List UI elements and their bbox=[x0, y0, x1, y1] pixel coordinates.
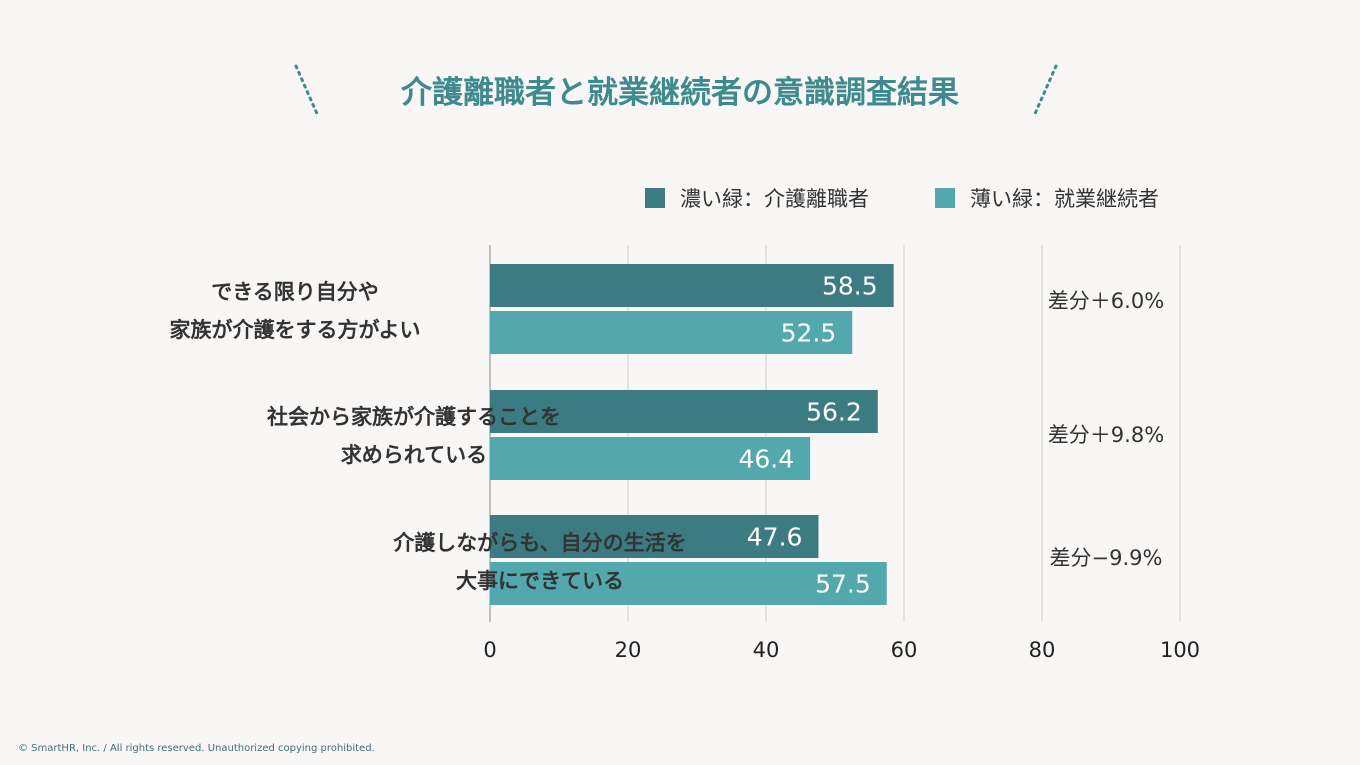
legend-label-1: 薄い緑：就業継続者 bbox=[970, 187, 1159, 211]
bar-value-label-s1-c1: 46.4 bbox=[738, 445, 794, 474]
grid-lines bbox=[489, 245, 1181, 622]
decor-right bbox=[1032, 64, 1058, 118]
bar-value-label-s1-c0: 52.5 bbox=[781, 319, 837, 348]
x-tick-label-5: 100 bbox=[1160, 638, 1200, 662]
legend: 濃い緑：介護離職者 薄い緑：就業継続者 bbox=[645, 187, 1159, 211]
category-label-0-line-0: できる限り自分や bbox=[211, 280, 379, 304]
category-label-1-line-1: 求められている bbox=[341, 443, 487, 467]
bar-value-label-s1-c2: 57.5 bbox=[815, 570, 871, 599]
bar-s1-c0 bbox=[490, 311, 853, 354]
decor-left bbox=[294, 64, 320, 118]
bar-value-label-s0-c2: 47.6 bbox=[747, 523, 803, 552]
x-tick-label-4: 80 bbox=[1029, 638, 1056, 662]
chart-title: 介護離職者と就業継続者の意識調査結果 bbox=[400, 75, 959, 111]
bar-s1-c2 bbox=[490, 562, 887, 605]
x-tick-label-2: 40 bbox=[753, 638, 780, 662]
difference-annotations: 差分＋6.0% 差分＋9.8% 差分−9.9% bbox=[1048, 289, 1164, 570]
legend-swatch-1 bbox=[935, 188, 955, 208]
x-axis-ticks: 0 20 40 60 80 100 bbox=[483, 638, 1200, 662]
bar-s0-c0 bbox=[490, 264, 894, 307]
bars: 58.5 56.2 47.6 52.5 46.4 57.5 bbox=[490, 264, 894, 605]
category-labels: できる限り自分や家族が介護をする方がよい社会から家族が介護することを求められてい… bbox=[170, 280, 687, 593]
title-decoration bbox=[294, 64, 1058, 118]
difference-label-2: 差分−9.9% bbox=[1050, 546, 1163, 570]
category-label-2-line-0: 介護しながらも、自分の生活を bbox=[392, 531, 686, 555]
bar-value-label-s0-c1: 56.2 bbox=[806, 398, 862, 427]
category-label-0-line-1: 家族が介護をする方がよい bbox=[170, 318, 421, 342]
difference-label-1: 差分＋9.8% bbox=[1048, 423, 1164, 447]
difference-label-0: 差分＋6.0% bbox=[1048, 289, 1164, 313]
x-tick-label-3: 60 bbox=[891, 638, 918, 662]
bar-s0-c1 bbox=[490, 390, 878, 433]
x-tick-label-1: 20 bbox=[615, 638, 642, 662]
x-tick-label-0: 0 bbox=[483, 638, 496, 662]
bar-value-label-s0-c0: 58.5 bbox=[822, 272, 878, 301]
bar-s1-c1 bbox=[490, 437, 811, 480]
legend-swatch-0 bbox=[645, 188, 665, 208]
bar-s0-c2 bbox=[490, 515, 819, 558]
category-label-1-line-0: 社会から家族が介護することを bbox=[266, 405, 561, 429]
copyright-footer: © SmartHR, Inc. / All rights reserved. U… bbox=[18, 743, 375, 754]
legend-label-0: 濃い緑：介護離職者 bbox=[680, 187, 869, 211]
category-label-2-line-1: 大事にできている bbox=[456, 569, 624, 593]
